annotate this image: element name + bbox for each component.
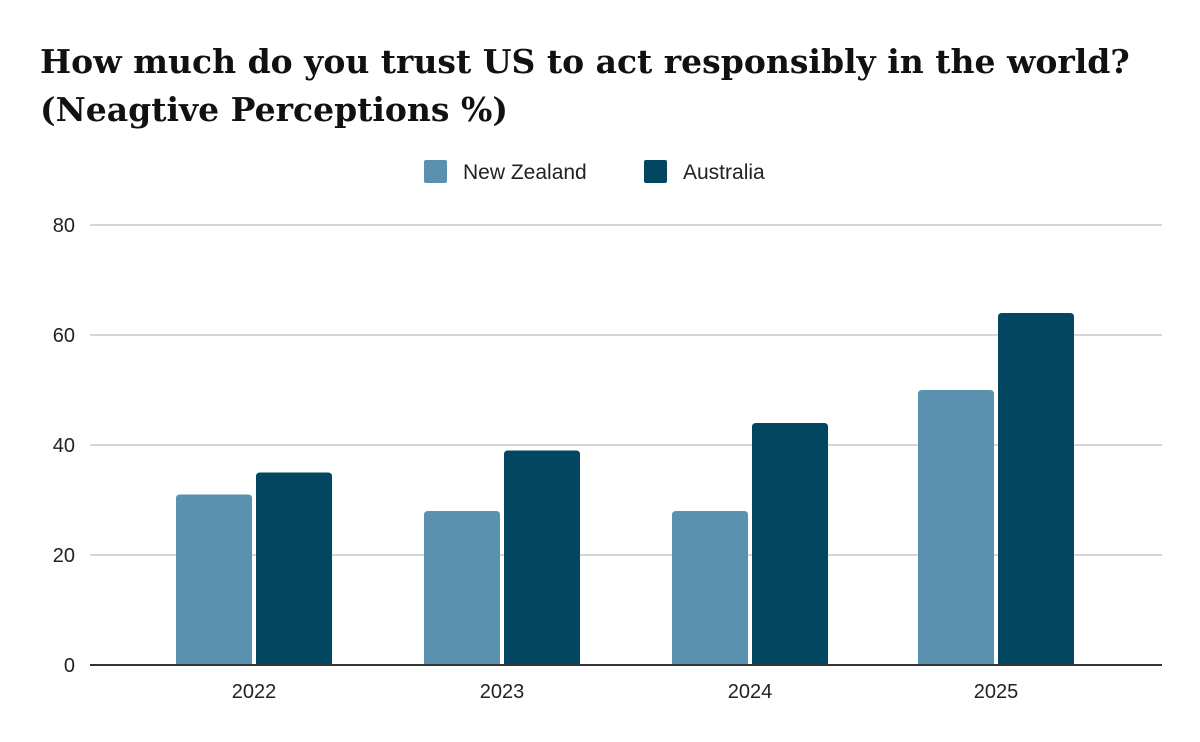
chart-title: How much do you trust US to act responsi… bbox=[40, 38, 1130, 134]
y-tick-label: 0 bbox=[64, 655, 75, 677]
bar-new-zealand-2024 bbox=[672, 511, 748, 665]
legend-label: Australia bbox=[683, 161, 765, 184]
bar-australia-2025 bbox=[998, 313, 1074, 665]
y-tick-label: 20 bbox=[53, 545, 75, 567]
legend-swatch bbox=[424, 160, 447, 183]
x-tick-label: 2023 bbox=[480, 681, 525, 703]
legend-swatch bbox=[644, 160, 667, 183]
chart-title-line-2: (Neagtive Perceptions %) bbox=[40, 90, 508, 129]
y-tick-label: 40 bbox=[53, 435, 75, 457]
bar-australia-2024 bbox=[752, 423, 828, 665]
bar-new-zealand-2025 bbox=[918, 390, 994, 665]
bar-new-zealand-2022 bbox=[176, 494, 252, 665]
chart-title-line-1: How much do you trust US to act responsi… bbox=[40, 42, 1130, 81]
bar-australia-2023 bbox=[504, 450, 580, 665]
legend-label: New Zealand bbox=[463, 161, 587, 184]
x-tick-label: 2025 bbox=[974, 681, 1019, 703]
y-tick-label: 80 bbox=[53, 215, 75, 237]
x-tick-label: 2024 bbox=[728, 681, 773, 703]
x-tick-label: 2022 bbox=[232, 681, 277, 703]
bar-new-zealand-2023 bbox=[424, 511, 500, 665]
bar-australia-2022 bbox=[256, 472, 332, 665]
y-tick-label: 60 bbox=[53, 325, 75, 347]
